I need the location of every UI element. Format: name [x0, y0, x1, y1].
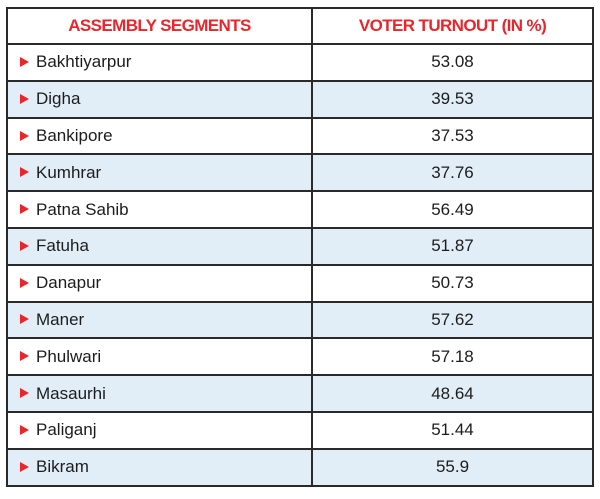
- triangle-right-icon: [20, 93, 29, 104]
- turnout-value: 51.44: [311, 410, 594, 450]
- turnout-value: 53.08: [311, 43, 594, 82]
- segment-name: Maner: [36, 309, 85, 329]
- table-row: Digha 39.53: [6, 79, 594, 119]
- turnout-value: 50.73: [311, 263, 594, 303]
- segment-name: Bikram: [36, 457, 89, 477]
- segment-cell: Fatuha: [6, 226, 313, 266]
- segment-name: Masaurhi: [36, 383, 106, 403]
- table-row: Bikram 55.9: [6, 447, 594, 487]
- table-row: Masaurhi 48.64: [6, 374, 594, 413]
- turnout-value: 56.49: [311, 190, 594, 229]
- column-header-segments: ASSEMBLY SEGMENTS: [6, 7, 313, 45]
- turnout-value: 55.9: [311, 447, 594, 487]
- segment-name: Kumhrar: [36, 162, 102, 182]
- triangle-right-icon: [20, 461, 29, 472]
- segment-cell: Bankipore: [6, 116, 313, 156]
- segment-cell: Paliganj: [6, 410, 313, 450]
- triangle-right-icon: [20, 130, 29, 141]
- table-row: Bankipore 37.53: [6, 116, 594, 156]
- table-row: Phulwari 57.18: [6, 337, 594, 377]
- table-row: Paliganj 51.44: [6, 410, 594, 450]
- segment-name: Bakhtiyarpur: [36, 52, 132, 72]
- segment-cell: Digha: [6, 79, 313, 119]
- turnout-value: 48.64: [311, 374, 594, 413]
- table-header-row: ASSEMBLY SEGMENTS VOTER TURNOUT (IN %): [6, 7, 594, 45]
- turnout-table: ASSEMBLY SEGMENTS VOTER TURNOUT (IN %) B…: [6, 7, 594, 487]
- table-row: Maner 57.62: [6, 300, 594, 340]
- table-row: Kumhrar 37.76: [6, 153, 594, 193]
- triangle-right-icon: [20, 388, 29, 399]
- segment-name: Patna Sahib: [36, 199, 129, 219]
- column-header-turnout: VOTER TURNOUT (IN %): [311, 7, 594, 45]
- triangle-right-icon: [20, 314, 29, 325]
- segment-name: Danapur: [36, 273, 102, 293]
- table-body: Bakhtiyarpur 53.08 Digha 39.53 Bankipore 37.5…: [6, 43, 594, 487]
- segment-name: Digha: [36, 89, 81, 109]
- segment-cell: Bakhtiyarpur: [6, 43, 313, 82]
- turnout-value: 57.62: [311, 300, 594, 340]
- triangle-right-icon: [20, 56, 29, 67]
- segment-cell: Patna Sahib: [6, 190, 313, 229]
- turnout-table-container: ASSEMBLY SEGMENTS VOTER TURNOUT (IN %) B…: [6, 7, 594, 487]
- segment-cell: Bikram: [6, 447, 313, 487]
- segment-cell: Danapur: [6, 263, 313, 303]
- segment-name: Phulwari: [36, 346, 102, 366]
- triangle-right-icon: [20, 240, 29, 251]
- triangle-right-icon: [20, 351, 29, 362]
- segment-cell: Kumhrar: [6, 153, 313, 193]
- triangle-right-icon: [20, 277, 29, 288]
- segment-name: Paliganj: [36, 420, 97, 440]
- table-row: Fatuha 51.87: [6, 226, 594, 266]
- turnout-value: 37.76: [311, 153, 594, 193]
- segment-cell: Masaurhi: [6, 374, 313, 413]
- segment-name: Bankipore: [36, 125, 113, 145]
- table-row: Bakhtiyarpur 53.08: [6, 43, 594, 82]
- triangle-right-icon: [20, 167, 29, 178]
- triangle-right-icon: [20, 424, 29, 435]
- turnout-value: 57.18: [311, 337, 594, 377]
- turnout-value: 39.53: [311, 79, 594, 119]
- turnout-value: 37.53: [311, 116, 594, 156]
- segment-name: Fatuha: [36, 236, 89, 256]
- segment-cell: Maner: [6, 300, 313, 340]
- table-row: Patna Sahib 56.49: [6, 190, 594, 229]
- triangle-right-icon: [20, 204, 29, 215]
- turnout-value: 51.87: [311, 226, 594, 266]
- segment-cell: Phulwari: [6, 337, 313, 377]
- table-row: Danapur 50.73: [6, 263, 594, 303]
